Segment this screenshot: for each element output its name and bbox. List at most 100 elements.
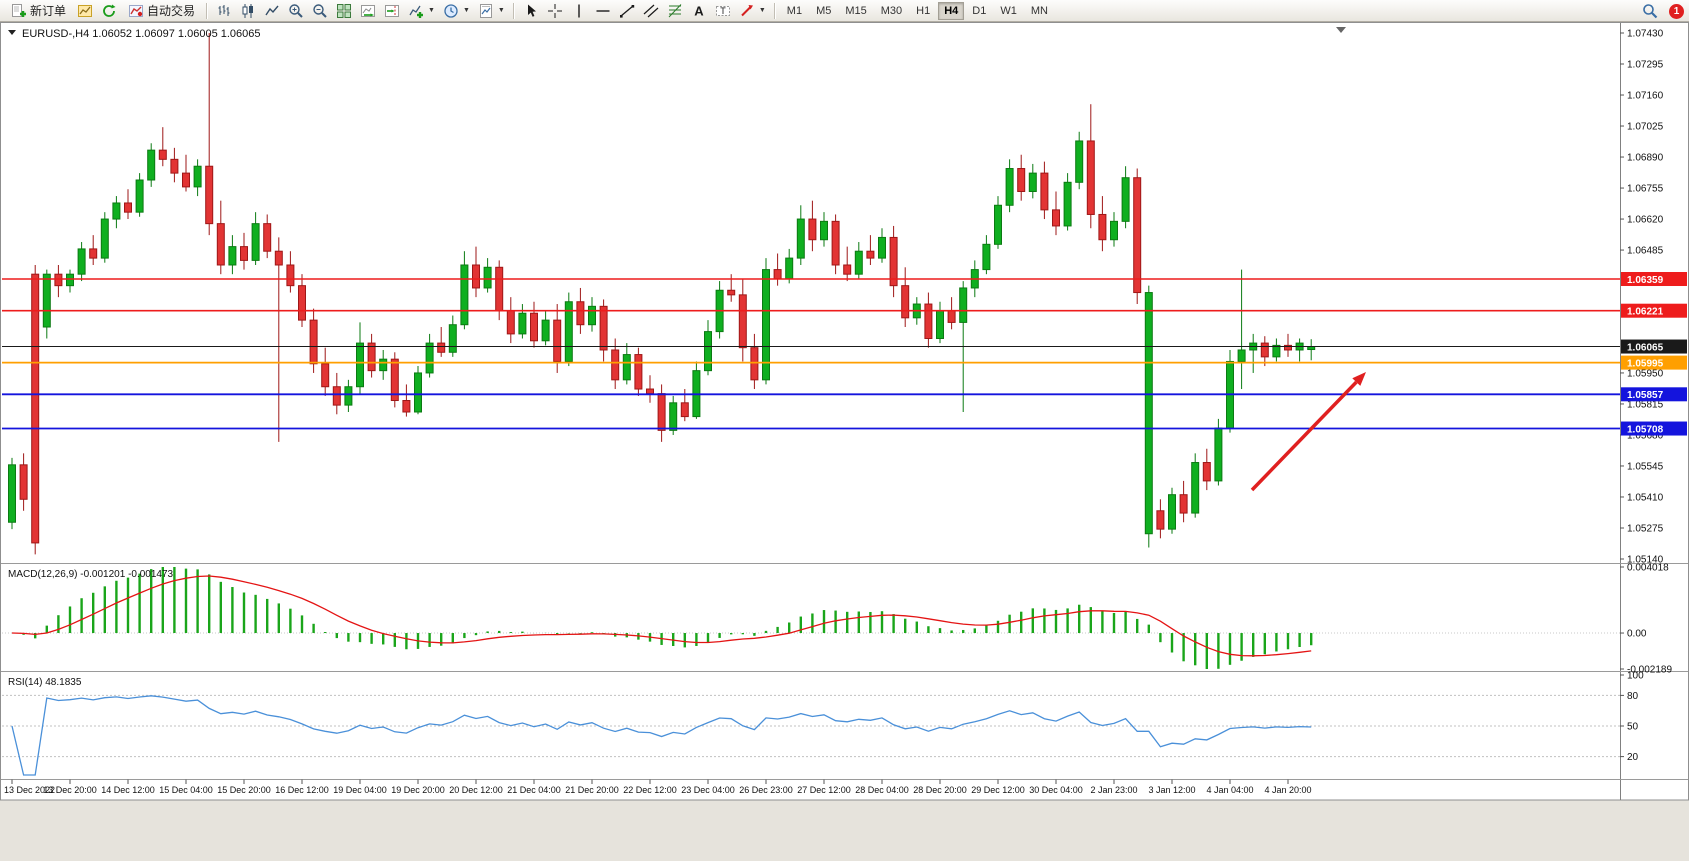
label-button[interactable]: T [712, 1, 734, 21]
timeframe-m5-label: M5 [816, 4, 832, 17]
price-axis-label: 1.05275 [1627, 523, 1664, 534]
zoom-out-button[interactable] [309, 1, 331, 21]
timeframe-w1-label: W1 [1000, 4, 1017, 17]
main-toolbar: 新订单 自动交易 ▼ ▼ ▼ A T ▼ M1 M5 M15 M30 H1 H4 D1 W1 MN 1 [0, 0, 1689, 22]
price-level-badge [1621, 303, 1687, 318]
time-axis-label: 13 Dec 2022 [4, 785, 55, 795]
arrows-icon [741, 4, 753, 16]
chart-shift-icon [385, 4, 400, 17]
price-axis-label: 1.07160 [1627, 91, 1664, 102]
crosshair-button[interactable] [544, 1, 566, 21]
chart-shift-marker[interactable] [1336, 27, 1346, 33]
time-axis-label: 19 Dec 20:00 [391, 785, 445, 795]
price-axis-label: 1.07295 [1627, 60, 1664, 71]
chart-window: 1.07430 1.07295 1.07160 1.07025 1.06890 1.067… [0, 22, 1689, 861]
channel-icon [643, 4, 659, 17]
arrow-head [1352, 372, 1366, 386]
chart-shift-button[interactable] [381, 1, 403, 21]
trendline-button[interactable] [616, 1, 638, 21]
time-axis-label: 30 Dec 04:00 [1029, 785, 1083, 795]
time-axis-label: 19 Dec 04:00 [333, 785, 387, 795]
periods-button[interactable]: ▼ [440, 1, 473, 21]
macd-axis-label: -0.002189 [1627, 665, 1672, 676]
line-chart-button[interactable] [261, 1, 283, 21]
trend-arrow-annotation[interactable] [1250, 372, 1366, 492]
price-axis-label: 1.06485 [1627, 246, 1664, 257]
line-chart-icon [265, 5, 279, 15]
auto-scroll-button[interactable] [357, 1, 379, 21]
price-level-badge-label: 1.06221 [1627, 307, 1664, 318]
timeframe-h4[interactable]: H4 [938, 1, 965, 20]
price-axis-label: 1.07025 [1627, 122, 1664, 133]
candlestick-series [8, 33, 1316, 555]
time-axis-label: 13 Dec 20:00 [43, 785, 97, 795]
price-axis-label: 1.05680 [1627, 430, 1664, 441]
price-level-badge-label: 1.06359 [1627, 275, 1664, 286]
rsi-axis-label: 50 [1627, 722, 1639, 733]
channel-button[interactable] [640, 1, 662, 21]
new-order-button[interactable]: 新订单 [5, 1, 72, 21]
trendline-icon [619, 4, 635, 18]
fibonacci-button[interactable] [664, 1, 686, 21]
chart-menu-icon[interactable] [8, 30, 16, 35]
tile-windows-button[interactable] [333, 1, 355, 21]
timeframe-m5[interactable]: M5 [810, 2, 837, 20]
chevron-down-icon: ▼ [462, 7, 470, 14]
time-axis-label: 2 Jan 23:00 [1090, 785, 1137, 795]
arrows-button[interactable]: ▼ [736, 1, 769, 21]
time-axis-label: 3 Jan 12:00 [1148, 785, 1195, 795]
vertical-line-button[interactable] [568, 1, 590, 21]
charts-button[interactable] [74, 1, 96, 21]
timeframe-h1[interactable]: H1 [910, 2, 936, 20]
zoom-in-button[interactable] [285, 1, 307, 21]
macd-axis-label: 0.004018 [1627, 563, 1669, 574]
text-button[interactable]: A [688, 1, 710, 21]
price-level-badge [1621, 272, 1687, 287]
price-level-badge-label: 1.05857 [1627, 390, 1664, 401]
notification-badge[interactable]: 1 [1669, 3, 1684, 19]
crosshair-icon [547, 3, 562, 18]
timeframe-m30[interactable]: M30 [875, 2, 908, 20]
timeframe-d1[interactable]: D1 [966, 2, 992, 20]
refresh-button[interactable] [98, 1, 120, 21]
price-level-badge [1621, 387, 1687, 402]
time-axis-label: 21 Dec 04:00 [507, 785, 561, 795]
time-axis-label: 21 Dec 20:00 [565, 785, 619, 795]
cursor-button[interactable] [520, 1, 542, 21]
macd-label: MACD(12,26,9) -0.001201 -0.001473 [8, 569, 174, 580]
label-icon: T [715, 5, 730, 16]
price-axis-label: 1.06620 [1627, 215, 1664, 226]
auto-scroll-icon [361, 4, 376, 17]
timeframe-mn-label: MN [1030, 4, 1048, 17]
price-axis[interactable]: 1.07430 1.07295 1.07160 1.07025 1.06890 1.067… [1620, 23, 1687, 800]
time-axis-label: 27 Dec 12:00 [797, 785, 851, 795]
chevron-down-icon: ▼ [428, 7, 435, 14]
time-axis-label: 28 Dec 04:00 [855, 785, 909, 795]
timeframe-m1-label: M1 [786, 4, 803, 17]
horizontal-line-button[interactable] [592, 1, 614, 21]
horizontal-line-icon [596, 9, 610, 12]
auto-trading-button[interactable]: 自动交易 [122, 1, 201, 21]
timeframe-m15[interactable]: M15 [839, 2, 872, 20]
search-button[interactable] [1639, 1, 1661, 21]
time-axis-label: 28 Dec 20:00 [913, 785, 967, 795]
price-level-badge [1621, 421, 1687, 436]
templates-button[interactable]: ▼ [475, 1, 508, 21]
fibonacci-icon [668, 3, 682, 17]
time-axis-label: 22 Dec 12:00 [623, 785, 677, 795]
time-axis-label: 15 Dec 20:00 [217, 785, 271, 795]
horizontal-level-lines[interactable] [2, 278, 1620, 430]
price-axis-label: 1.05410 [1627, 492, 1664, 503]
timeframe-w1[interactable]: W1 [994, 2, 1023, 20]
chart-background [0, 22, 1689, 800]
time-axis-label: 20 Dec 12:00 [449, 785, 503, 795]
bar-chart-button[interactable] [213, 1, 235, 21]
indicators-button[interactable]: ▼ [405, 1, 438, 21]
timeframe-m1[interactable]: M1 [781, 2, 808, 20]
price-chart[interactable]: 1.07430 1.07295 1.07160 1.07025 1.06890 1.067… [0, 22, 1689, 861]
rsi-label: RSI(14) 48.1835 [8, 677, 82, 688]
timeframe-mn[interactable]: MN [1025, 2, 1054, 20]
candlestick-button[interactable] [237, 1, 259, 21]
